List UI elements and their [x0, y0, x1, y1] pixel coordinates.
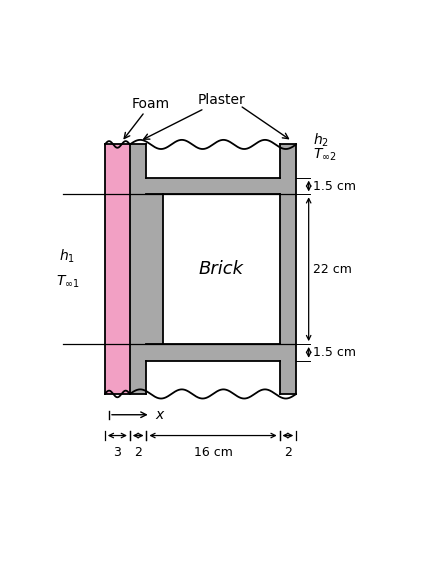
- Bar: [105, 144, 130, 394]
- Text: 1.5 cm: 1.5 cm: [313, 346, 356, 359]
- Text: 2: 2: [284, 445, 292, 458]
- Text: Plaster: Plaster: [144, 93, 245, 139]
- Text: 3: 3: [114, 445, 121, 458]
- Text: 2: 2: [134, 445, 142, 458]
- Text: 22 cm: 22 cm: [313, 263, 352, 276]
- Bar: [147, 361, 279, 394]
- Text: $h_1$: $h_1$: [59, 248, 76, 265]
- Bar: [147, 144, 279, 178]
- Text: Foam: Foam: [124, 97, 170, 139]
- Bar: [147, 144, 279, 178]
- Bar: [163, 194, 279, 344]
- Text: $T_{\infty 2}$: $T_{\infty 2}$: [313, 146, 337, 162]
- Bar: [279, 144, 296, 394]
- Bar: [147, 194, 163, 344]
- Bar: [147, 178, 279, 194]
- Text: $h_2$: $h_2$: [313, 131, 329, 149]
- Bar: [147, 361, 279, 394]
- Bar: [130, 144, 147, 394]
- Text: $x$: $x$: [155, 408, 165, 422]
- Text: Brick: Brick: [199, 260, 244, 278]
- Bar: [147, 344, 279, 361]
- Text: $T_{\infty 1}$: $T_{\infty 1}$: [55, 273, 79, 290]
- Text: 1.5 cm: 1.5 cm: [313, 179, 356, 192]
- Text: 16 cm: 16 cm: [194, 445, 232, 458]
